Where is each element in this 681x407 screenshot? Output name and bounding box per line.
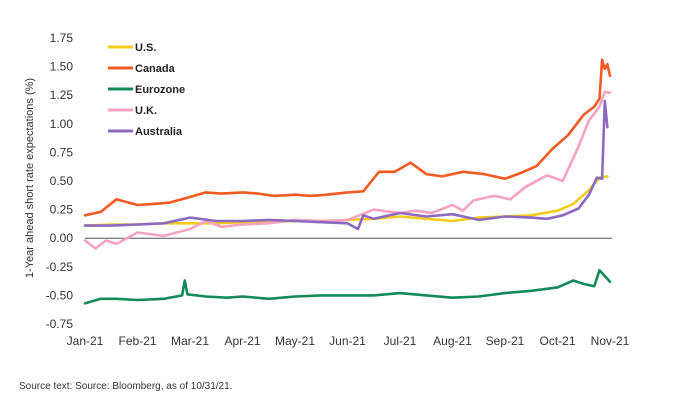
y-tick-label: -0.50 [46, 288, 74, 302]
x-tick-label: Mar-21 [171, 334, 209, 348]
y-tick-label: 0.00 [50, 231, 74, 245]
x-tick-label: Oct-21 [539, 334, 575, 348]
legend-label: Canada [135, 63, 176, 75]
x-tick-label: Jan-21 [67, 334, 104, 348]
source-note: Source text: Source: Bloomberg, as of 10… [19, 381, 233, 392]
series-lines [83, 58, 612, 305]
x-tick-label: Nov-21 [591, 334, 630, 348]
legend-label: Australia [135, 126, 183, 138]
y-tick-label: 0.50 [50, 174, 74, 188]
y-tick-label: -0.75 [46, 317, 74, 331]
x-tick-label: Jun-21 [329, 334, 366, 348]
legend-label: U.K. [135, 105, 157, 117]
y-tick-label: 1.75 [50, 31, 74, 45]
y-tick-label: 1.00 [50, 117, 74, 131]
x-tick-label: May-21 [275, 334, 315, 348]
series-line-eurozone [83, 268, 612, 305]
y-tick-label: 0.75 [50, 145, 74, 159]
series-line-canada [83, 58, 612, 217]
x-axis-ticks: Jan-21 Feb-21 Mar-21 Apr-21 May-21 Jun-21 Jul-… [67, 334, 630, 348]
x-tick-label: Aug-21 [433, 334, 472, 348]
legend-label: U.S. [135, 42, 156, 54]
y-axis-label: 1-Year ahead short rate expectations (%) [24, 78, 36, 278]
series-line-uk [83, 90, 612, 250]
y-tick-label: 1.25 [50, 88, 74, 102]
legend: U.S. Canada Eurozone U.K. Australia [108, 42, 185, 138]
y-tick-label: 0.25 [50, 203, 74, 217]
x-tick-label: Jul-21 [384, 334, 417, 348]
x-tick-label: Apr-21 [224, 334, 260, 348]
y-tick-label: -0.25 [46, 260, 74, 274]
x-tick-label: Sep-21 [486, 334, 525, 348]
legend-label: Eurozone [135, 84, 185, 96]
y-tick-label: 1.50 [50, 60, 74, 74]
x-tick-label: Feb-21 [118, 334, 156, 348]
series-line-australia [83, 99, 609, 231]
y-axis-ticks: 1.75 1.50 1.25 1.00 0.75 0.50 0.25 0.00 -0.25 -0.… [46, 31, 74, 331]
line-chart: 1.75 1.50 1.25 1.00 0.75 0.50 0.25 0.00 -0.25 -0.… [24, 31, 630, 348]
